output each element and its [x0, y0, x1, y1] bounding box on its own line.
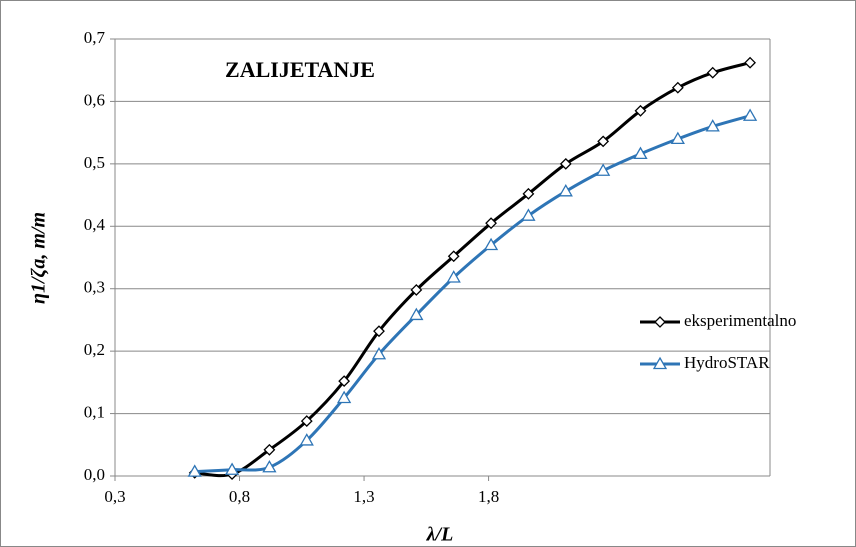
data-point [742, 108, 758, 121]
data-point [706, 66, 719, 79]
legend-label: eksperimentalno [684, 311, 796, 330]
data-point [558, 184, 573, 197]
data-point [409, 307, 424, 321]
y-tick-label: 0,7 [84, 28, 106, 47]
data-point [671, 81, 684, 94]
data-point [410, 284, 423, 296]
data-point [634, 104, 647, 117]
y-tick-label: 0,1 [84, 402, 105, 421]
data-point [597, 135, 610, 148]
y-tick-label: 0,2 [84, 340, 105, 359]
legend-marker [652, 356, 668, 370]
series-line [194, 61, 751, 478]
data-point [373, 325, 385, 338]
y-axis-label: η1/ζa, m/m [28, 212, 50, 304]
legend-label: HydroSTAR [684, 353, 770, 372]
data-point [744, 56, 756, 69]
series-line [194, 114, 751, 474]
data-point [705, 119, 720, 132]
y-tick-label: 0,4 [84, 215, 106, 234]
data-point [262, 459, 277, 473]
legend-marker [654, 316, 666, 328]
data-point [300, 415, 313, 427]
x-tick-label: 0,8 [229, 487, 250, 506]
data-point [522, 187, 535, 200]
data-point [521, 208, 536, 221]
chart-title: ZALIJETANJE [225, 57, 375, 82]
y-tick-label: 0,5 [84, 153, 105, 172]
data-point [670, 131, 685, 145]
x-axis-label: λ/L [426, 524, 454, 546]
y-tick-label: 0,0 [84, 465, 105, 484]
data-point [483, 237, 499, 251]
data-point [187, 464, 202, 477]
data-point [263, 443, 276, 456]
y-tick-label: 0,6 [84, 90, 105, 109]
x-tick-label: 1,3 [353, 487, 374, 506]
data-point [559, 157, 572, 170]
data-point [337, 390, 352, 404]
data-point [633, 146, 648, 160]
data-point [371, 346, 387, 360]
data-point [338, 375, 351, 388]
data-point [224, 462, 240, 475]
data-point [299, 433, 314, 446]
y-tick-label: 0,3 [84, 278, 105, 297]
data-point [447, 250, 460, 263]
data-point [446, 270, 461, 283]
x-tick-label: 1,8 [478, 487, 499, 506]
data-point [485, 217, 497, 230]
data-point [596, 163, 611, 176]
x-tick-label: 0,3 [104, 487, 125, 506]
